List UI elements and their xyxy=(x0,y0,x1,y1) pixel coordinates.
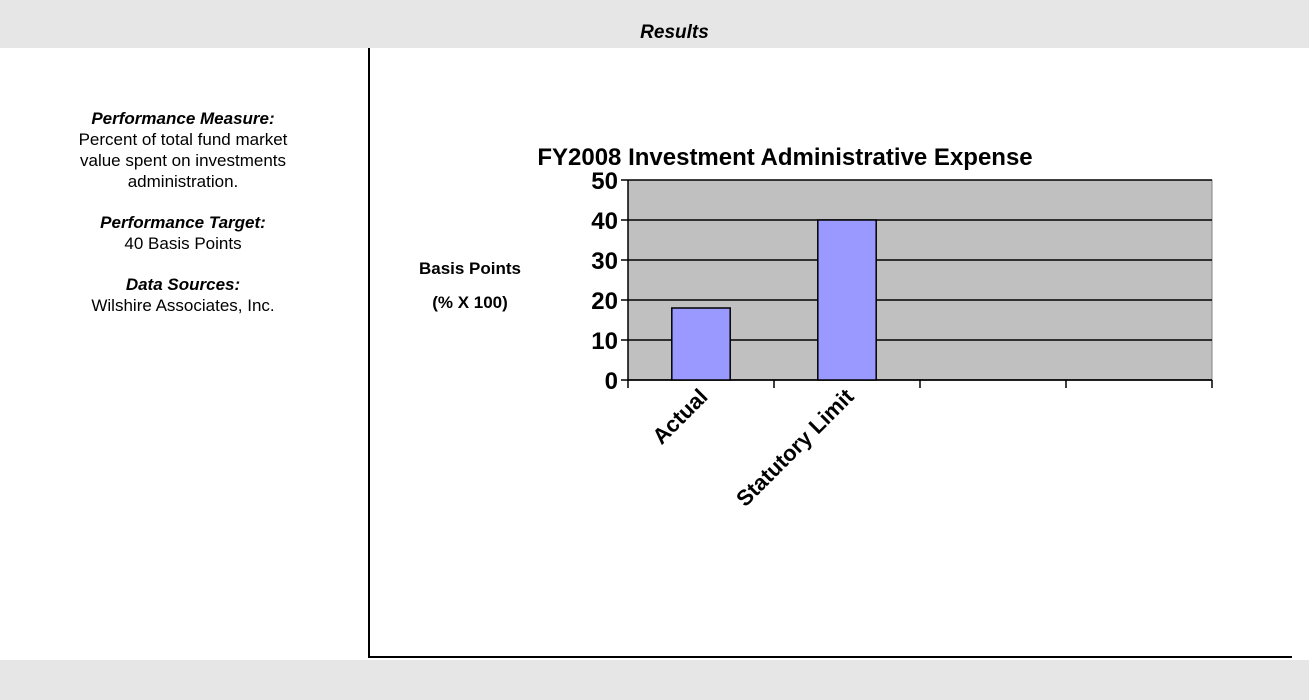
header-bar: Results xyxy=(0,0,1309,48)
y-tick-label: 30 xyxy=(591,248,618,275)
sidebar-text: 40 Basis Points xyxy=(124,234,242,253)
sidebar-block: Performance Target: 40 Basis Points xyxy=(0,212,386,254)
chart-title: FY2008 Investment Administrative Expense xyxy=(537,144,1032,171)
y-tick-label: 50 xyxy=(591,168,618,195)
y-axis-label: (% X 100) xyxy=(432,293,508,312)
sidebar-block: Performance Measure: Percent of total fun… xyxy=(0,108,386,192)
header-title: Results xyxy=(640,22,709,43)
x-tick-label: Actual xyxy=(647,384,712,449)
bar xyxy=(817,219,877,381)
sidebar-heading: Performance Target: xyxy=(100,213,266,232)
y-axis-label: Basis Points xyxy=(419,259,521,278)
y-tick-label: 0 xyxy=(605,368,618,395)
sidebar: Performance Measure: Percent of total fun… xyxy=(0,108,386,336)
y-tick-label: 40 xyxy=(591,208,618,235)
y-tick-label: 20 xyxy=(591,288,618,315)
sidebar-text: administration. xyxy=(127,172,239,191)
x-tick-label: Statutory Limit xyxy=(731,383,859,511)
sidebar-block: Data Sources: Wilshire Associates, Inc. xyxy=(0,274,386,316)
footer-bar xyxy=(0,660,1309,700)
sidebar-text: Wilshire Associates, Inc. xyxy=(91,296,275,315)
sidebar-heading: Performance Measure: xyxy=(91,109,275,128)
y-tick-label: 10 xyxy=(591,328,618,355)
bar xyxy=(671,307,731,381)
sidebar-text: Percent of total fund market xyxy=(78,130,288,149)
sidebar-text: value spent on investments xyxy=(79,151,286,170)
sidebar-heading: Data Sources: xyxy=(125,275,241,294)
